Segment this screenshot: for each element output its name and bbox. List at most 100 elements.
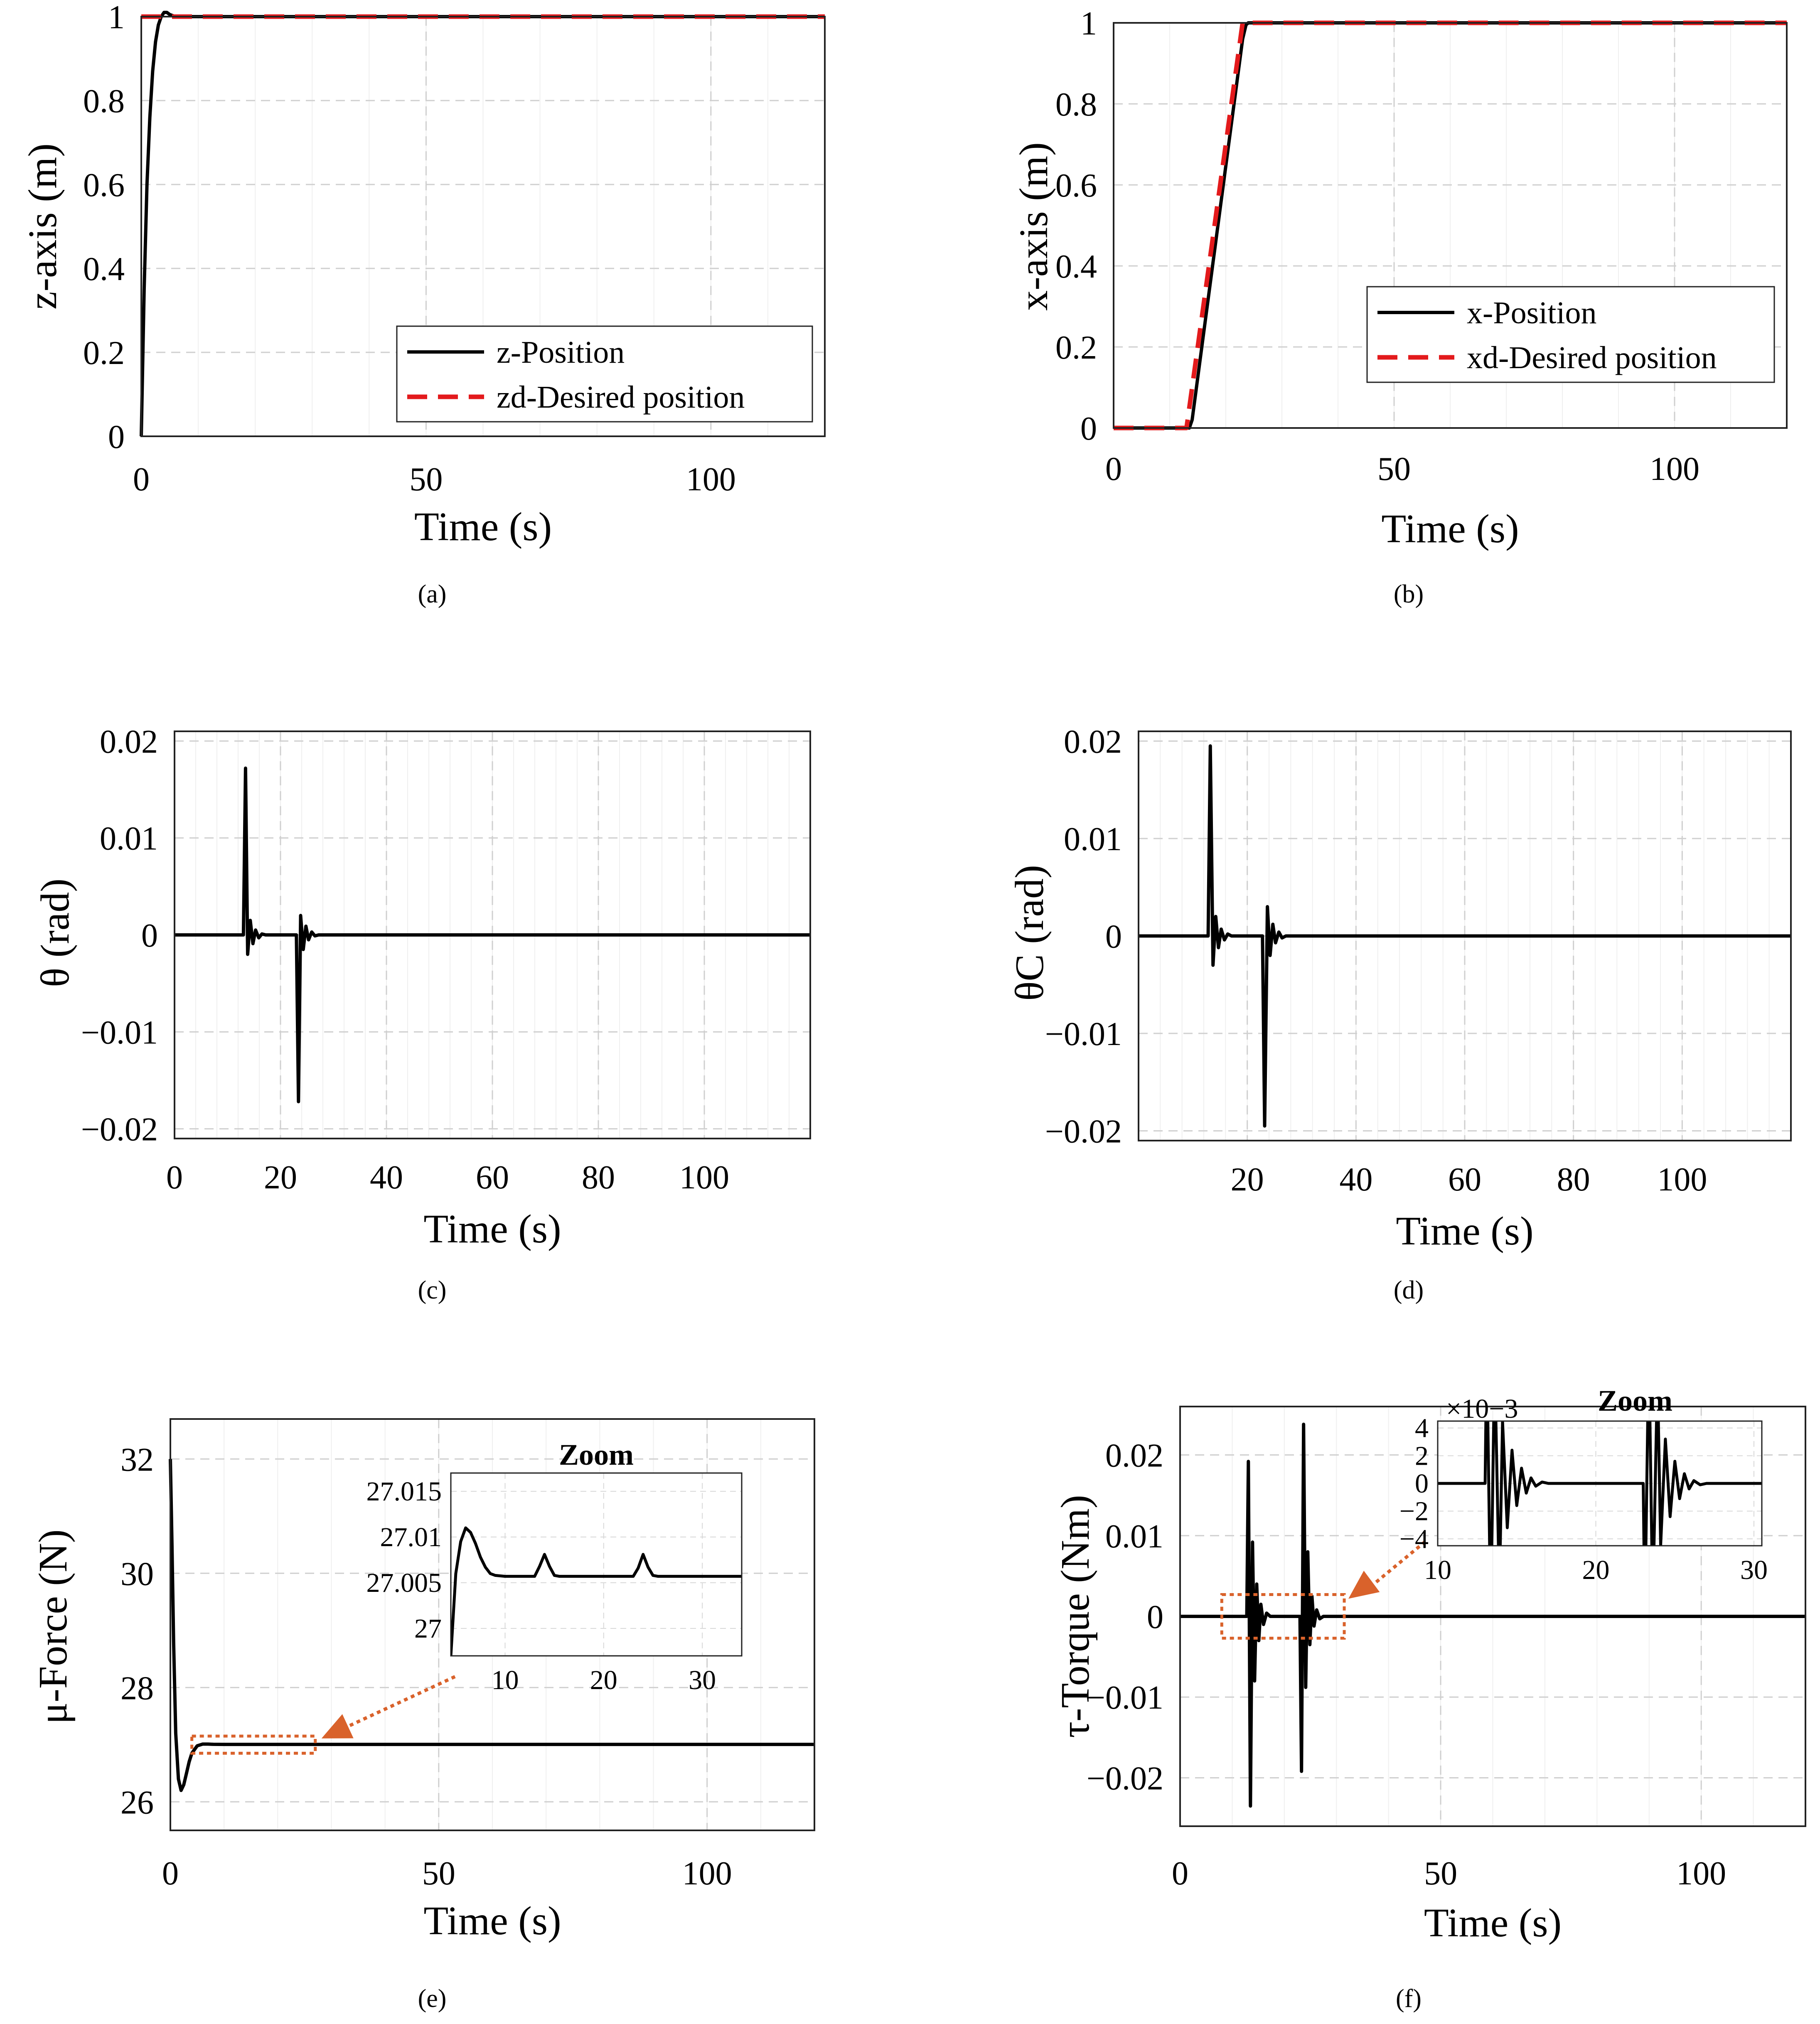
y-tick-label: 0 bbox=[141, 917, 158, 954]
y-tick-label: 0.8 bbox=[83, 83, 125, 120]
y-tick-label: 0.02 bbox=[1105, 1438, 1163, 1474]
y-tick-label: 0.6 bbox=[1055, 167, 1097, 204]
inset-title: Zoom bbox=[1598, 1384, 1672, 1417]
caption: (a) bbox=[418, 580, 447, 608]
y-axis-label: θ (rad) bbox=[33, 878, 78, 987]
inset-frame bbox=[1437, 1420, 1763, 1547]
y-tick-label: 1 bbox=[108, 0, 125, 36]
y-axis-label: τ-Torque (Nm) bbox=[1053, 1495, 1098, 1738]
y-tick-label: 0 bbox=[1080, 411, 1097, 447]
x-tick-label: 100 bbox=[1676, 1855, 1726, 1892]
axes-frame bbox=[1179, 1406, 1806, 1827]
inset-y-tick-label: −2 bbox=[1399, 1496, 1429, 1527]
series-1-line bbox=[175, 766, 810, 1104]
inset-y-tick-label: 27.01 bbox=[380, 1522, 442, 1552]
inset-area bbox=[451, 1473, 742, 1656]
panel-d: 20 40 60 80 100 0.02 0.01 0 −0.01 −0.02 Time (s) θC… bbox=[1007, 723, 1792, 1304]
x-tick-label: 80 bbox=[1557, 1161, 1590, 1198]
x-tick-label: 50 bbox=[1377, 451, 1411, 487]
y-tick-label: 0.02 bbox=[100, 723, 158, 760]
y-tick-label: 30 bbox=[121, 1556, 154, 1592]
y-tick-label: 0.01 bbox=[1105, 1518, 1163, 1555]
legend-box bbox=[396, 325, 813, 423]
x-axis-label: Time (s) bbox=[1381, 507, 1519, 551]
legend-box bbox=[1366, 286, 1775, 383]
x-axis-label: Time (s) bbox=[423, 1207, 561, 1252]
axes-frame bbox=[1138, 730, 1792, 1141]
panel-f: 0 50 100 0.02 0.01 0 −0.01 −0.02 Time (s) τ-Torqu… bbox=[1053, 1384, 1806, 2013]
series-1-line bbox=[1139, 744, 1791, 1128]
panel-b: 0 50 100 0 0.2 0.4 0.6 0.8 1 Time (s) x-axis (m) (b… bbox=[1011, 5, 1788, 608]
panel-e: 0 50 100 26 28 30 32 Time (s) μ-Force (N) (e) 10 20… bbox=[31, 1418, 815, 2013]
inset-title: Zoom bbox=[559, 1438, 634, 1471]
y-tick-label: 32 bbox=[121, 1441, 154, 1478]
x-tick-label: 60 bbox=[476, 1159, 509, 1196]
y-tick-label: 0.6 bbox=[83, 167, 125, 204]
inset-x-tick-label: 20 bbox=[1582, 1555, 1609, 1585]
zoom-arrow-line bbox=[337, 1675, 456, 1733]
inset-x-tick-label: 10 bbox=[492, 1665, 519, 1695]
x-tick-label: 50 bbox=[422, 1855, 455, 1892]
x-tick-label: 60 bbox=[1448, 1161, 1481, 1198]
y-tick-label: 0 bbox=[1147, 1599, 1163, 1635]
legend-entry: x-Position bbox=[1467, 295, 1597, 330]
y-tick-label: 0 bbox=[108, 419, 125, 455]
y-tick-label: −0.02 bbox=[1087, 1760, 1163, 1797]
inset-x-tick-label: 20 bbox=[590, 1665, 617, 1695]
y-tick-label: 0.2 bbox=[83, 335, 125, 371]
inset-y-tick-label: 0 bbox=[1415, 1468, 1429, 1499]
y-tick-label: 0.01 bbox=[1064, 821, 1122, 858]
zoom-region-box bbox=[1220, 1593, 1346, 1640]
y-tick-label: −0.02 bbox=[1045, 1114, 1122, 1150]
x-tick-label: 100 bbox=[686, 461, 736, 498]
inset-y-tick-label: 27.005 bbox=[366, 1568, 442, 1598]
inset-y-tick-label: −4 bbox=[1399, 1524, 1429, 1554]
legend-entry: zd-Desired position bbox=[497, 380, 745, 415]
x-axis-label: Time (s) bbox=[1424, 1901, 1562, 1945]
zoom-inset: 10 20 30 27.015 27.01 27.005 27 Zoom bbox=[366, 1438, 743, 1695]
x-tick-label: 80 bbox=[582, 1159, 615, 1196]
inset-series-line bbox=[1438, 1421, 1762, 1546]
caption: (f) bbox=[1396, 1985, 1422, 2013]
y-tick-label: 0.02 bbox=[1064, 723, 1122, 760]
y-axis-label: θC (rad) bbox=[1007, 865, 1052, 1001]
y-tick-label: 0 bbox=[1105, 919, 1122, 955]
x-tick-label: 40 bbox=[1339, 1161, 1372, 1198]
legend-entry: xd-Desired position bbox=[1467, 340, 1717, 375]
inset-y-tick-label: 2 bbox=[1415, 1441, 1429, 1471]
inset-x-tick-label: 30 bbox=[1740, 1555, 1768, 1585]
series-1-line bbox=[169, 1459, 814, 1792]
x-tick-label: 0 bbox=[1172, 1855, 1188, 1892]
y-tick-label: 0.4 bbox=[83, 251, 125, 288]
x-tick-label: 0 bbox=[1105, 451, 1122, 487]
series-1-line bbox=[1180, 1422, 1805, 1808]
x-tick-label: 100 bbox=[1657, 1161, 1707, 1198]
axes-frame bbox=[1113, 22, 1788, 429]
x-tick-label: 0 bbox=[162, 1855, 179, 1892]
caption: (c) bbox=[418, 1276, 447, 1304]
panel-c: 0 20 40 60 80 100 0.02 0.01 0 −0.01 −0.02 Time (s) θ… bbox=[33, 723, 811, 1304]
axes-frame bbox=[140, 16, 826, 437]
y-axis-label: μ-Force (N) bbox=[31, 1530, 76, 1724]
y-tick-label: 28 bbox=[121, 1670, 154, 1707]
x-tick-label: 100 bbox=[682, 1855, 732, 1892]
x-tick-label: 100 bbox=[679, 1159, 729, 1196]
inset-exponent: ×10−3 bbox=[1446, 1394, 1518, 1424]
zoom-arrowhead bbox=[321, 1714, 354, 1739]
caption: (e) bbox=[418, 1985, 447, 2013]
y-axis-label: x-axis (m) bbox=[1011, 142, 1056, 311]
y-tick-label: −0.01 bbox=[1087, 1680, 1163, 1716]
x-axis-label: Time (s) bbox=[414, 504, 552, 549]
y-tick-label: 0.01 bbox=[100, 821, 158, 857]
inset-x-tick-label: 30 bbox=[689, 1665, 716, 1695]
inset-y-tick-label: 27 bbox=[414, 1613, 442, 1644]
x-tick-label: 50 bbox=[1424, 1855, 1457, 1892]
x-tick-label: 50 bbox=[409, 461, 443, 498]
y-axis-label: z-axis (m) bbox=[20, 143, 65, 310]
y-tick-label: −0.01 bbox=[81, 1014, 158, 1051]
y-tick-label: −0.02 bbox=[81, 1112, 158, 1148]
caption: (b) bbox=[1394, 580, 1424, 608]
x-axis-label: Time (s) bbox=[423, 1899, 561, 1943]
